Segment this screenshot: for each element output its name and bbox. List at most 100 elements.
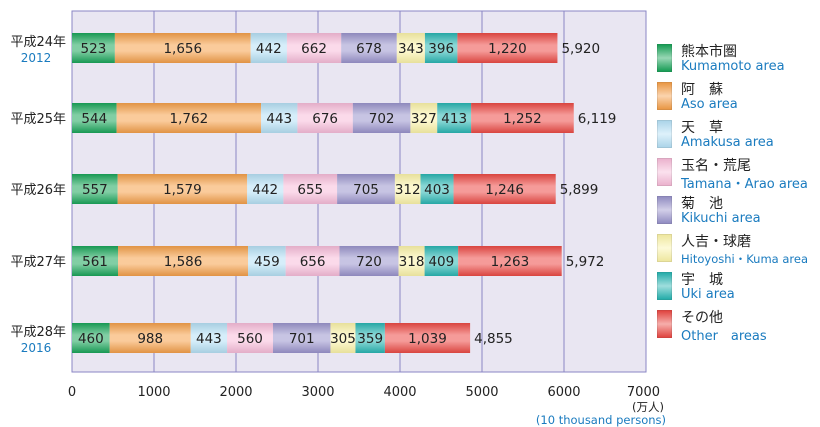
bar-value-label: 702 xyxy=(369,111,395,127)
bar-segment xyxy=(286,33,342,63)
x-tick-label: 2000 xyxy=(219,385,252,400)
bar-value-label: 403 xyxy=(424,182,450,198)
legend-label: 玉名・荒尾 xyxy=(681,158,751,174)
bar-value-label: 318 xyxy=(399,254,425,270)
legend-label-en: Uki area xyxy=(681,287,735,302)
bar-segment xyxy=(250,33,287,63)
y-category-year: 2012 xyxy=(21,51,52,65)
bar-segment xyxy=(352,103,411,133)
x-tick-label: 0 xyxy=(68,385,76,400)
bar-segment xyxy=(247,174,284,204)
y-category-label: 平成27年 xyxy=(10,255,66,270)
bar-value-label: 560 xyxy=(237,331,263,347)
bar-segment xyxy=(117,174,248,204)
bar-segment xyxy=(394,174,421,204)
bar-total-label: 5,920 xyxy=(561,41,600,57)
bar-value-label: 312 xyxy=(395,182,421,198)
bar-value-label: 1,263 xyxy=(491,254,530,270)
legend-label-en: Hitoyoshi・Kuma area xyxy=(681,252,809,266)
bar-value-label: 327 xyxy=(411,111,437,127)
legend-item: 宇 城 Uki area xyxy=(657,268,820,306)
legend-item: 菊 池 Kikuchi area xyxy=(657,192,820,230)
legend-label: 人吉・球磨 xyxy=(681,234,751,250)
bar-value-label: 655 xyxy=(297,182,323,198)
bar-value-label: 396 xyxy=(428,41,454,57)
bar-segment xyxy=(72,103,117,133)
bar-value-label: 662 xyxy=(301,41,327,57)
legend-swatch xyxy=(657,272,672,300)
legend-swatch xyxy=(657,234,672,262)
bar-segment xyxy=(116,103,262,133)
bar-value-label: 523 xyxy=(81,41,107,57)
bar-segment xyxy=(248,246,286,276)
bar-segment xyxy=(410,103,438,133)
bar-value-label: 656 xyxy=(300,254,326,270)
legend-label: 天 草 xyxy=(681,120,723,136)
bar-segment xyxy=(420,174,454,204)
bar-segment xyxy=(227,323,273,353)
bar-value-label: 443 xyxy=(196,331,222,347)
bar-value-label: 343 xyxy=(398,41,424,57)
bar-segment xyxy=(396,33,425,63)
legend-label: その他 xyxy=(681,310,723,326)
legend-label: 阿 蘇 xyxy=(681,82,723,98)
legend-label-en: Kumamoto area xyxy=(681,59,785,74)
bar-value-label: 1,252 xyxy=(503,111,542,127)
bar-segment xyxy=(339,246,399,276)
legend-label: 菊 池 xyxy=(681,196,723,212)
bar-segment xyxy=(457,33,558,63)
legend-label-en: Amakusa area xyxy=(681,135,774,150)
y-category-label: 平成28年 xyxy=(10,325,66,340)
bar-value-label: 409 xyxy=(428,254,454,270)
y-category-label: 平成24年 xyxy=(10,35,66,50)
bar-segment xyxy=(283,174,338,204)
legend-label-en: Other areas xyxy=(681,329,767,344)
bar-value-label: 544 xyxy=(81,111,107,127)
legend-item: 阿 蘇 Aso area xyxy=(657,78,820,116)
bar-segment xyxy=(437,103,472,133)
bar-segment xyxy=(109,323,191,353)
legend-swatch xyxy=(657,120,672,148)
bar-value-label: 442 xyxy=(256,41,282,57)
bar-segment xyxy=(190,323,228,353)
bar-value-label: 1,220 xyxy=(488,41,527,57)
bar-segment xyxy=(453,174,556,204)
bar-value-label: 1,246 xyxy=(485,182,524,198)
x-tick-label: 1000 xyxy=(137,385,170,400)
legend-swatch xyxy=(657,310,672,338)
legend-label: 熊本市圏 xyxy=(681,44,737,60)
y-category-label: 平成25年 xyxy=(10,112,66,127)
bar-segment xyxy=(72,33,115,63)
bar-value-label: 1,586 xyxy=(164,254,203,270)
legend-label: 宇 城 xyxy=(681,272,723,288)
x-axis-unit: (万人) xyxy=(632,400,664,414)
bar-value-label: 701 xyxy=(289,331,315,347)
legend-item: 天 草 Amakusa area xyxy=(657,116,820,154)
bar-segment xyxy=(72,174,118,204)
x-tick-label: 7000 xyxy=(627,385,660,400)
x-axis-unit-en: (10 thousand persons) xyxy=(536,413,666,427)
bar-total-label: 5,972 xyxy=(566,254,605,270)
bar-segment xyxy=(398,246,425,276)
bar-value-label: 1,579 xyxy=(163,182,202,198)
bar-value-label: 557 xyxy=(82,182,108,198)
bar-segment xyxy=(118,246,249,276)
bar-segment xyxy=(72,323,110,353)
bar-value-label: 305 xyxy=(330,331,356,347)
legend-label-en: Kikuchi area xyxy=(681,211,761,226)
bar-segment xyxy=(337,174,395,204)
x-tick-label: 4000 xyxy=(383,385,416,400)
bar-value-label: 678 xyxy=(356,41,382,57)
bar-segment xyxy=(458,246,562,276)
x-tick-label: 6000 xyxy=(547,385,580,400)
bar-segment xyxy=(285,246,340,276)
bar-value-label: 1,762 xyxy=(170,111,209,127)
bar-segment xyxy=(471,103,574,133)
y-category-label: 平成26年 xyxy=(10,183,66,198)
x-tick-label: 5000 xyxy=(465,385,498,400)
bar-segment xyxy=(297,103,353,133)
bar-total-label: 6,119 xyxy=(578,111,617,127)
legend-swatch xyxy=(657,158,672,186)
bar-value-label: 676 xyxy=(312,111,338,127)
